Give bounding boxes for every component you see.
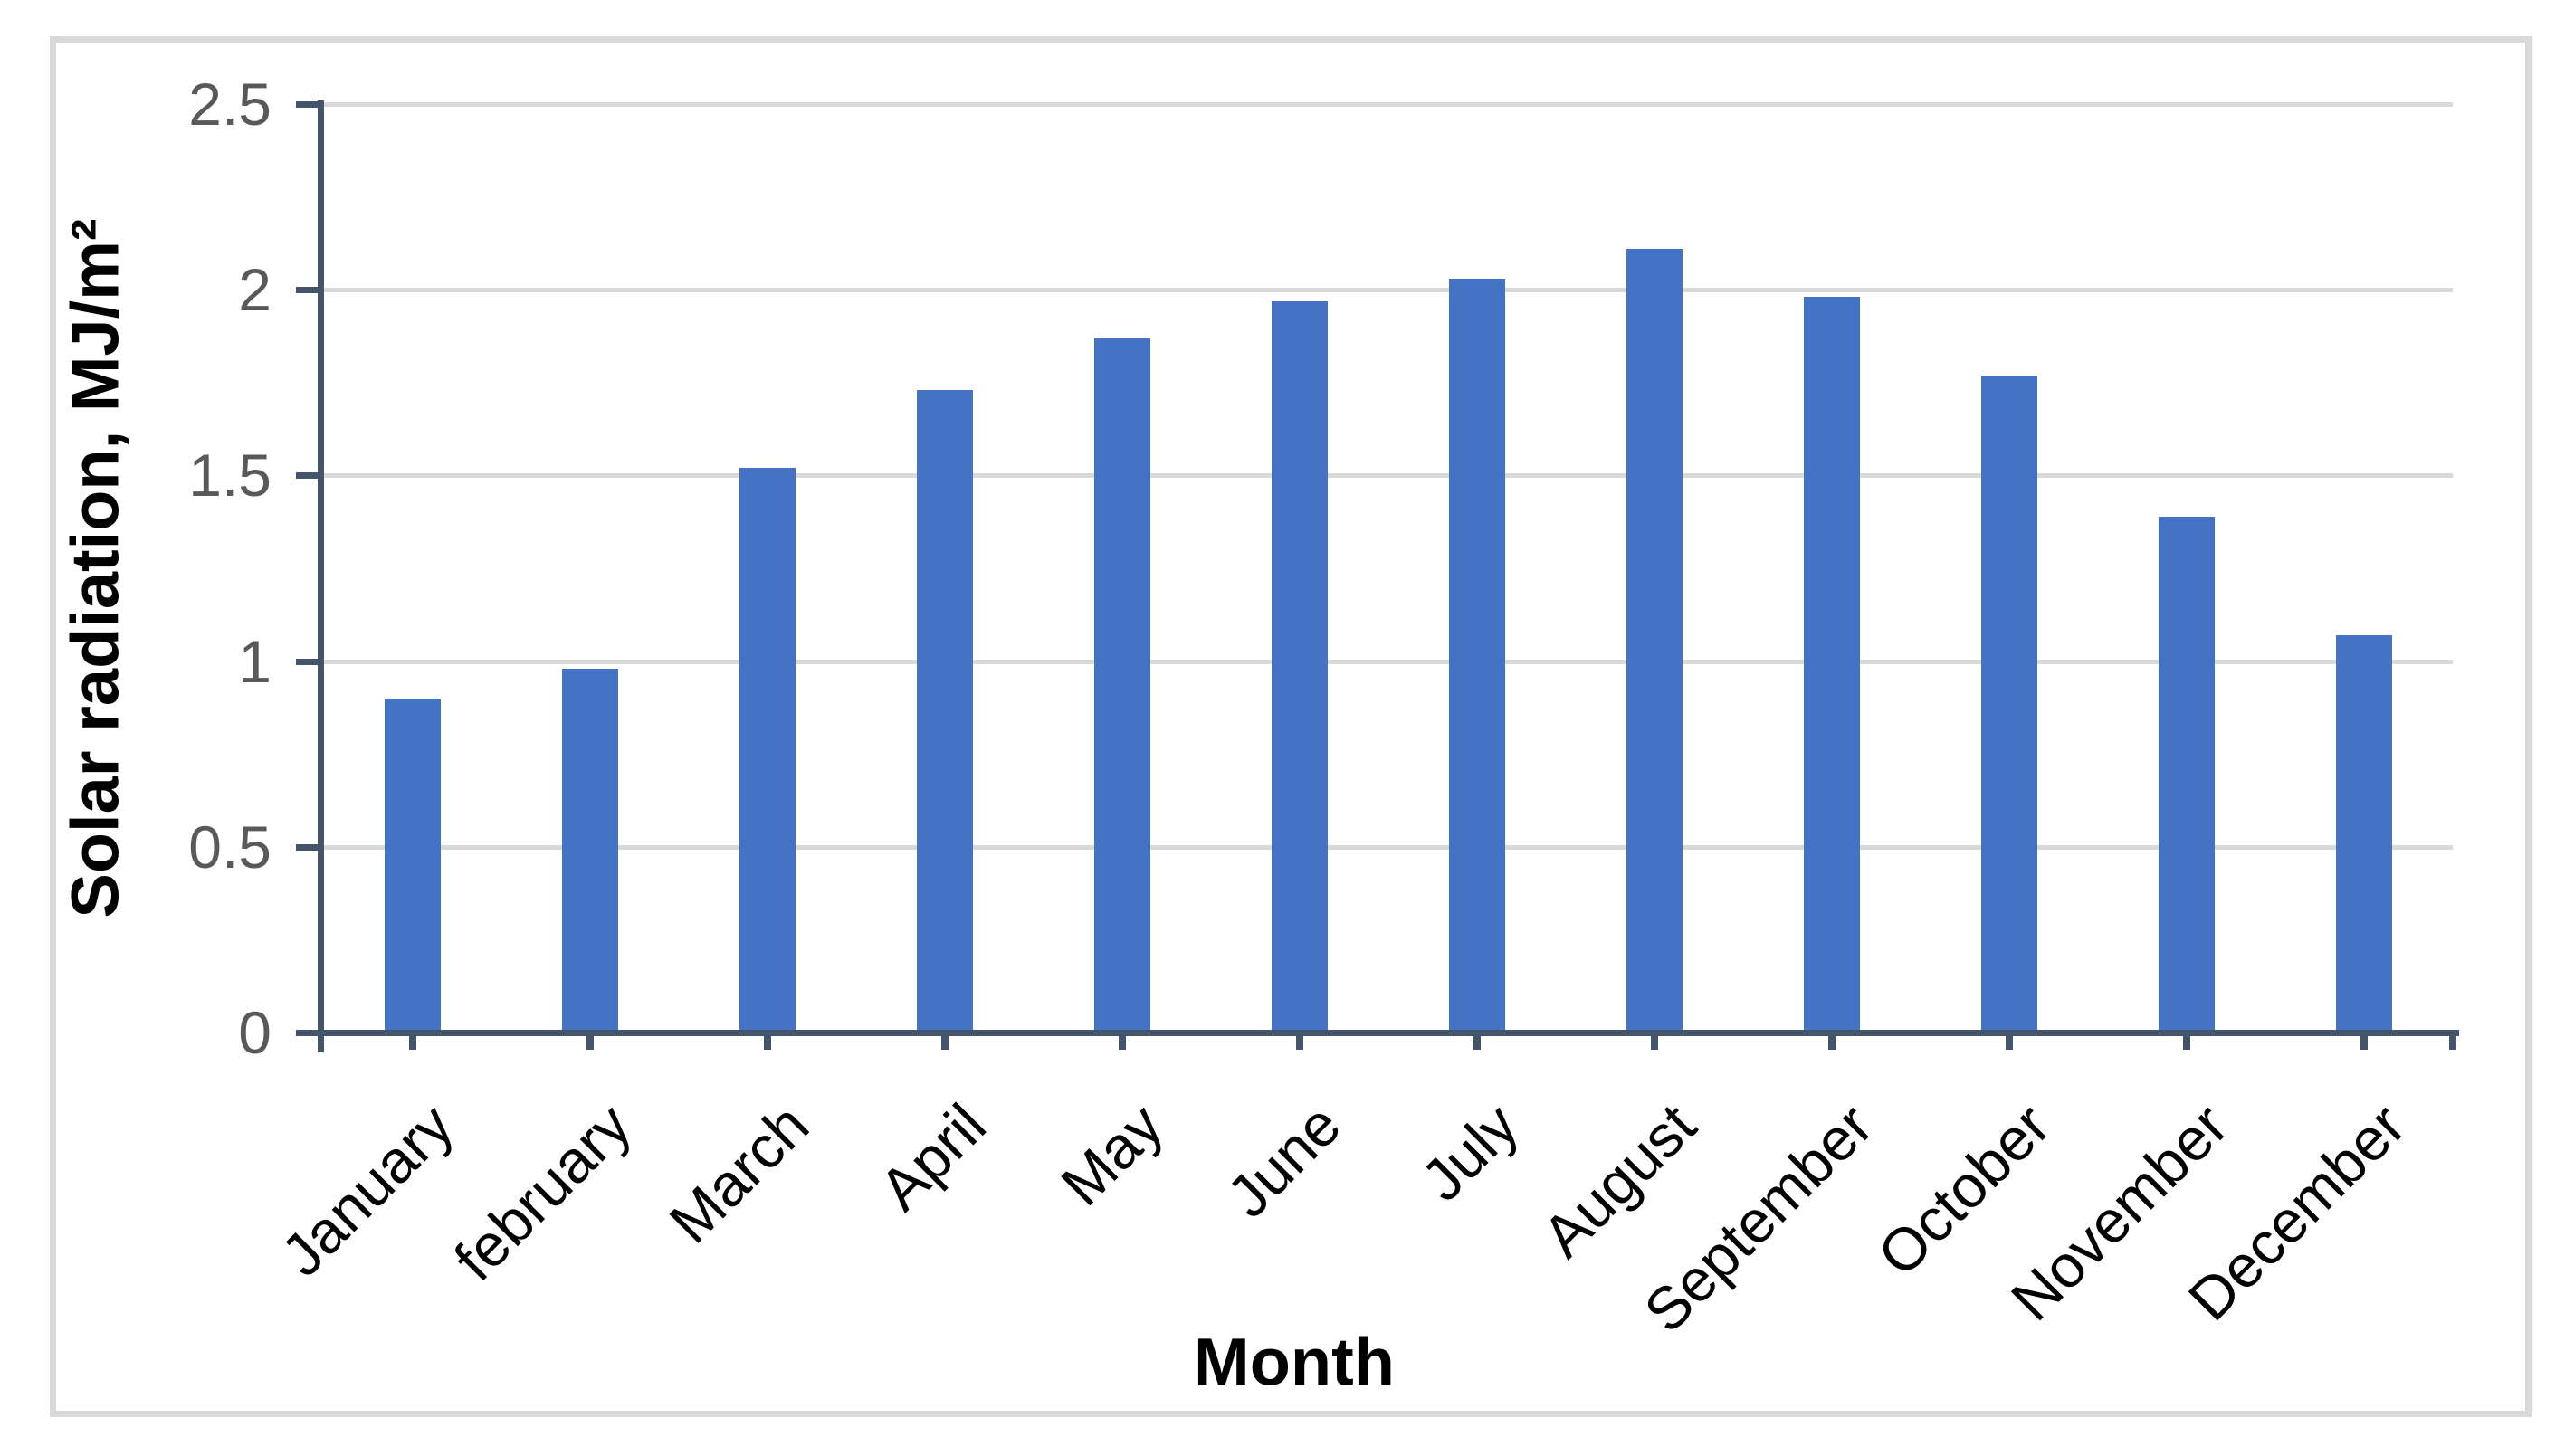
x-tick-mark xyxy=(2006,1030,2013,1050)
bar-february xyxy=(562,668,618,1033)
gridline-2 xyxy=(324,288,2453,293)
y-tick-label: 1 xyxy=(238,627,272,695)
x-tick-mark xyxy=(409,1030,416,1050)
y-tick-mark xyxy=(296,472,318,480)
x-tick-mark xyxy=(586,1030,594,1050)
x-axis-category-label: April xyxy=(866,1090,998,1223)
x-axis-category-label: June xyxy=(1214,1090,1353,1231)
x-axis-category-label: March xyxy=(655,1090,821,1256)
bar-november xyxy=(2159,516,2215,1033)
y-tick-mark xyxy=(296,1030,318,1036)
bar-september xyxy=(1804,297,1860,1033)
x-tick-mark xyxy=(2183,1030,2190,1050)
bar-may xyxy=(1094,338,1150,1033)
x-tick-mark xyxy=(1119,1030,1126,1050)
y-axis-title: Solar radiation, MJ/m² xyxy=(57,218,133,918)
y-tick-label: 2.5 xyxy=(188,71,272,138)
x-axis-category-label: August xyxy=(1529,1090,1708,1270)
gridline-1 xyxy=(324,659,2453,664)
x-axis-category-label: July xyxy=(1407,1090,1530,1213)
y-tick-mark xyxy=(296,658,318,665)
y-tick-label: 0.5 xyxy=(188,813,272,880)
x-axis-category-label: January xyxy=(268,1090,466,1289)
x-axis-end-tick-mark xyxy=(2449,1030,2456,1050)
gridline-2.5 xyxy=(324,102,2453,107)
y-tick-label: 2 xyxy=(238,256,272,324)
y-tick-mark xyxy=(296,287,318,294)
x-axis-category-label: May xyxy=(1048,1090,1176,1219)
x-tick-mark xyxy=(1296,1030,1303,1050)
y-tick-mark xyxy=(296,101,318,108)
x-axis-category-label: february xyxy=(441,1090,644,1294)
bar-august xyxy=(1626,249,1683,1033)
gridline-1.5 xyxy=(324,473,2453,479)
x-tick-mark xyxy=(1473,1030,1481,1050)
x-tick-mark xyxy=(2360,1030,2368,1050)
bar-april xyxy=(917,390,973,1033)
x-tick-mark xyxy=(1828,1030,1836,1050)
x-tick-mark xyxy=(941,1030,949,1050)
x-tick-mark xyxy=(764,1030,771,1050)
y-tick-label: 1.5 xyxy=(188,442,272,509)
bar-july xyxy=(1449,278,1505,1033)
gridline-0.5 xyxy=(324,844,2453,850)
bar-june xyxy=(1272,300,1328,1033)
bar-december xyxy=(2336,634,2392,1033)
y-axis-line xyxy=(318,100,324,1052)
x-axis-line xyxy=(318,1030,2459,1036)
bar-january xyxy=(385,698,441,1033)
bar-october xyxy=(1981,375,2037,1033)
plot-area: Solar radiation, MJ/m² Month 0 0.5 1 1.5 2 2.… xyxy=(58,72,2459,1400)
x-tick-mark xyxy=(1651,1030,1658,1050)
y-tick-label: 0 xyxy=(238,999,272,1066)
x-axis-title: Month xyxy=(1194,1324,1395,1400)
y-tick-mark xyxy=(296,843,318,851)
chart-border: Solar radiation, MJ/m² Month 0 0.5 1 1.5 2 2.… xyxy=(50,36,2532,1417)
bar-march xyxy=(739,468,796,1033)
